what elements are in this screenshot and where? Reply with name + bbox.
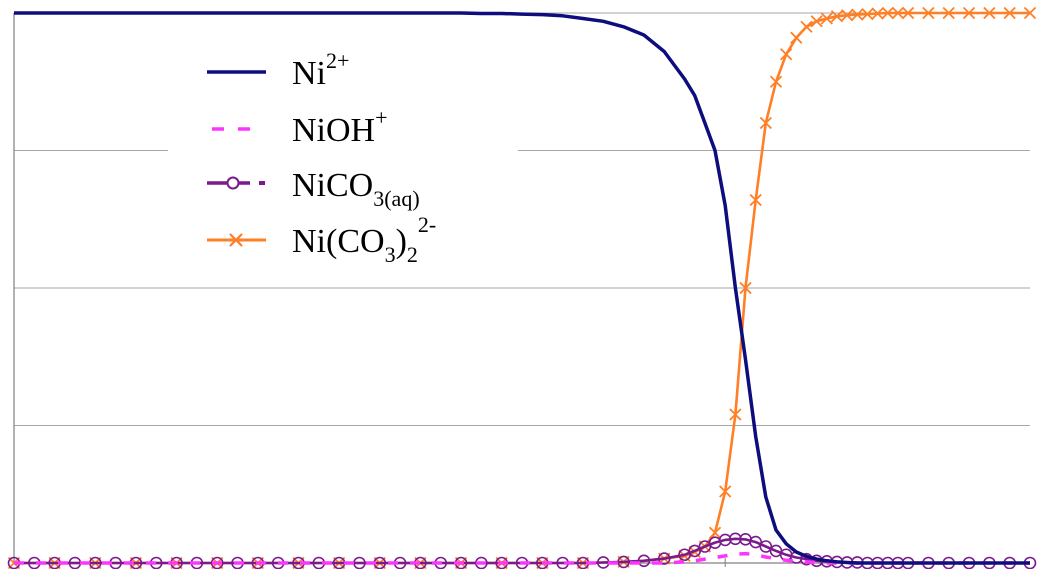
legend-label-ni2plus: Ni2+ xyxy=(292,48,349,92)
series-2-point-41 xyxy=(759,540,773,553)
legend-entry-nico3aq: NiCO3(aq) xyxy=(207,167,420,211)
series-3-point-44 xyxy=(790,31,803,44)
series-line-1 xyxy=(14,551,1030,565)
series-3-point-53 xyxy=(881,6,894,20)
axes xyxy=(13,13,1030,567)
series-3-point-49 xyxy=(840,9,854,22)
series-3-point-54 xyxy=(891,6,905,20)
series-line-0 xyxy=(14,11,1030,565)
series-2-point-34 xyxy=(688,544,702,558)
legend-marker-nico32 xyxy=(229,233,243,247)
series-3-point-55 xyxy=(901,6,915,20)
series-3-point-41 xyxy=(759,116,772,130)
legend-label-nioh: NiOH+ xyxy=(292,105,388,149)
series-3-point-59 xyxy=(983,6,996,20)
series-3-point-56 xyxy=(922,6,935,20)
series-3-point-46 xyxy=(810,15,823,28)
series-line-2 xyxy=(14,537,1030,565)
series-2-point-40 xyxy=(749,535,762,549)
series-2-point-38 xyxy=(729,532,742,546)
series-layer xyxy=(7,6,1037,569)
series-3-point-38 xyxy=(729,408,742,421)
series-3-point-37 xyxy=(719,485,732,498)
series-3-point-36 xyxy=(708,526,722,539)
series-3-point-48 xyxy=(830,10,844,23)
series-0 xyxy=(14,11,1030,565)
series-3-point-47 xyxy=(820,12,833,25)
grid-lines xyxy=(14,12,1030,426)
series-3-point-52 xyxy=(871,7,884,20)
series-2-point-31 xyxy=(637,554,651,568)
series-3-point-60 xyxy=(1003,6,1016,20)
series-3-point-51 xyxy=(861,7,874,21)
series-3-point-43 xyxy=(780,48,793,61)
series-3-point-50 xyxy=(851,8,864,21)
series-3-point-39 xyxy=(739,281,752,295)
legend-entry-ni2plus: Ni2+ xyxy=(207,48,349,92)
legend-label-nico3aq: NiCO3(aq) xyxy=(292,167,420,211)
legend-label-nico32: Ni(CO3)22- xyxy=(292,212,436,267)
series-3-point-45 xyxy=(800,20,813,33)
series-2-point-30 xyxy=(617,555,630,569)
series-2-point-32 xyxy=(657,552,671,565)
legend-marker-nico3aq xyxy=(226,176,240,190)
series-3-point-57 xyxy=(942,6,955,20)
series-3-point-42 xyxy=(769,75,783,88)
series-3-point-61 xyxy=(1023,6,1037,20)
series-3-point-40 xyxy=(749,193,762,207)
series-1 xyxy=(14,551,1030,565)
legend-entry-nioh: NiOH+ xyxy=(212,105,388,149)
series-3-point-58 xyxy=(962,6,976,20)
legend-dash-nico3aq xyxy=(259,181,265,185)
legend-entry-nico32: Ni(CO3)22- xyxy=(207,212,436,267)
legend: Ni2+ NiOH+ NiCO3(aq) Ni(CO3)22- xyxy=(207,48,436,267)
